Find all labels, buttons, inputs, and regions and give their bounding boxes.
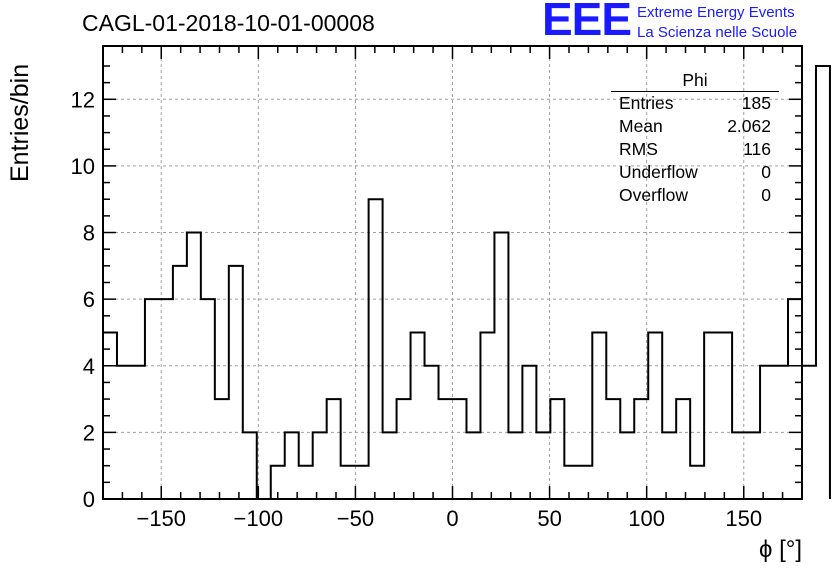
histogram-bin: [676, 399, 690, 499]
stat-label: Mean: [619, 116, 663, 136]
histogram-bin: [592, 332, 606, 499]
stats-title: Phi: [611, 70, 779, 92]
histogram-bin: [578, 466, 592, 499]
histogram-bin: [369, 199, 383, 499]
histogram-bin: [816, 66, 830, 499]
y-tick-label: 2: [83, 420, 95, 445]
histogram-bin: [215, 399, 229, 499]
stat-row-overflow: Overflow 0: [611, 184, 779, 207]
histogram-bin: [425, 366, 439, 499]
histogram-bin: [453, 399, 467, 499]
histogram-bin: [299, 466, 313, 499]
histogram-bin: [550, 399, 564, 499]
y-tick-label: 0: [83, 487, 95, 512]
x-tick-label: 0: [446, 506, 458, 531]
x-tick-label: −150: [136, 506, 186, 531]
stat-row-entries: Entries 185: [611, 92, 779, 115]
x-axis-label: ϕ [°]: [758, 536, 802, 563]
stat-label: Overflow: [619, 185, 689, 205]
histogram-bin: [802, 366, 816, 499]
histogram-bin: [508, 432, 522, 499]
histogram-bin: [662, 432, 676, 499]
stat-label: Underflow: [619, 162, 698, 182]
histogram-bin: [718, 332, 732, 499]
x-tick-label: 50: [537, 506, 561, 531]
y-tick-label: 8: [83, 221, 95, 246]
histogram-bin: [313, 432, 327, 499]
logo-line2: La Scienza nelle Scuole: [637, 24, 798, 41]
stat-value: 2.062: [727, 116, 771, 136]
histogram-bin: [229, 266, 243, 499]
x-tick-label: 150: [725, 506, 762, 531]
histogram-bin: [480, 332, 494, 499]
stat-label: RMS: [619, 139, 658, 159]
stat-value: 0: [761, 162, 771, 182]
y-tick-label: 12: [71, 87, 95, 112]
histogram-bin: [341, 466, 355, 499]
histogram-bin: [243, 432, 257, 499]
histogram-bin: [383, 432, 397, 499]
stat-value: 0: [761, 185, 771, 205]
histogram-bin: [648, 332, 662, 499]
x-tick-label: −100: [234, 506, 284, 531]
histogram-bin: [564, 466, 578, 499]
y-tick-label: 4: [83, 354, 95, 379]
x-tick-label: −50: [337, 506, 374, 531]
page-title: CAGL-01-2018-10-01-00008: [82, 10, 375, 36]
logo-line1: Extreme Energy Events: [637, 4, 795, 21]
histogram-bin: [746, 432, 760, 499]
x-tick-label: 100: [628, 506, 665, 531]
histogram-bin: [634, 399, 648, 499]
histogram-bin: [355, 466, 369, 499]
stat-label: Entries: [619, 93, 674, 113]
histogram-bin: [411, 332, 425, 499]
stats-box: Phi Entries 185 Mean 2.062 RMS 116 Under…: [611, 70, 779, 207]
histogram-bin: [620, 432, 634, 499]
stat-value: 185: [741, 93, 771, 113]
histogram-bin: [536, 432, 550, 499]
histogram-bin: [704, 332, 718, 499]
stat-row-underflow: Underflow 0: [611, 161, 779, 184]
logo-mark: EEE: [542, 0, 632, 45]
histogram-line: [102, 64, 831, 500]
histogram-bin: [439, 399, 453, 499]
histogram-bin: [397, 399, 411, 499]
stat-value: 116: [743, 139, 771, 159]
histogram-bin: [201, 299, 215, 499]
y-tick-label: 6: [83, 287, 95, 312]
stat-row-mean: Mean 2.062: [611, 115, 779, 138]
histogram-bin: [606, 399, 620, 499]
histogram-bin: [690, 466, 704, 499]
histogram-bin: [145, 299, 159, 499]
histogram-bin: [327, 399, 341, 499]
y-tick-label: 10: [71, 154, 95, 179]
histogram-bin: [173, 266, 187, 499]
histogram-bin: [285, 432, 299, 499]
histogram-bin: [466, 432, 480, 499]
stat-row-rms: RMS 116: [611, 138, 779, 161]
